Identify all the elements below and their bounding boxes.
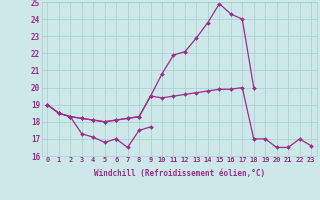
X-axis label: Windchill (Refroidissement éolien,°C): Windchill (Refroidissement éolien,°C) [94, 169, 265, 178]
